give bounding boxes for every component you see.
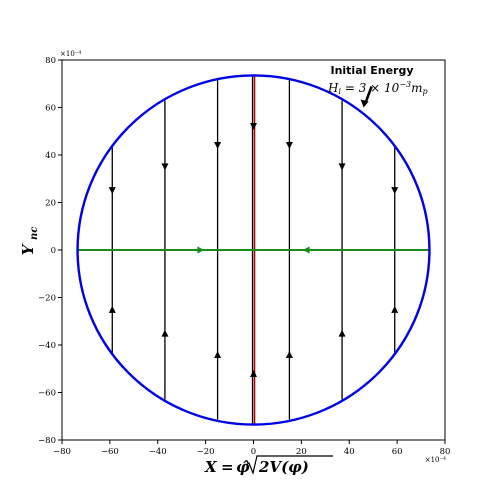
annotation-equation: Hi = 3 × 10−3mp — [327, 80, 428, 96]
x-tick-label: 40 — [344, 447, 355, 457]
x-tick-label: 60 — [392, 447, 403, 457]
y-tick-label: 0 — [51, 246, 56, 256]
x-axis-label: X = φ̂ 2V(φ) — [204, 455, 333, 476]
trajectory-arrow — [250, 123, 257, 130]
trajectory-arrow — [302, 246, 310, 254]
trajectory-arrow — [285, 142, 293, 149]
x-scale-label: ×10⁻⁴ — [425, 456, 446, 464]
trajectory-arrow — [250, 370, 257, 377]
x-axis-label-phihat: φ̂ — [236, 458, 250, 476]
y-tick-label: 20 — [45, 199, 56, 209]
y-axis-label: Y nc — [19, 227, 40, 256]
y-tick-label: −60 — [38, 389, 56, 399]
y-tick-label: −20 — [38, 294, 56, 304]
annotation-arrow-head — [360, 99, 369, 108]
trajectory-arrow — [214, 142, 222, 149]
x-axis-label-arg: 2V(φ) — [258, 458, 309, 476]
y-tick-label: 40 — [45, 151, 56, 161]
annotation: Initial Energy Hi = 3 × 10−3mp — [327, 64, 428, 108]
trajectory-arrow — [197, 246, 205, 254]
x-tick-label: 20 — [296, 447, 307, 457]
trajectory-arrow — [108, 187, 116, 195]
x-tick-label: −80 — [53, 447, 71, 457]
boundary-circle — [76, 74, 431, 426]
y-tick-label: 80 — [45, 56, 56, 66]
x-axis-label-eq: = — [221, 458, 234, 476]
data-layer — [76, 74, 431, 426]
x-tick-label: −20 — [197, 447, 215, 457]
y-tick-label: 60 — [45, 104, 56, 114]
y-scale-label: ×10⁻⁴ — [60, 50, 81, 58]
sqrt-icon — [245, 455, 333, 475]
trajectory-arrow — [108, 305, 116, 313]
trajectory-arrow — [285, 351, 293, 358]
trajectory-arrow — [391, 305, 399, 313]
x-tick-label: −60 — [101, 447, 119, 457]
x-tick-label: 0 — [251, 447, 256, 457]
x-tick-label: 80 — [440, 447, 451, 457]
plot-frame — [61, 59, 446, 441]
x-tick-label: −40 — [149, 447, 167, 457]
trajectory-arrow — [161, 329, 169, 337]
y-axis-label-y: Y — [19, 243, 37, 255]
trajectory-arrow — [214, 351, 222, 358]
x-axis-label-x: X — [204, 458, 218, 476]
annotation-arrow-shaft — [364, 86, 373, 103]
y-tick-label: −80 — [38, 436, 56, 446]
annotation-title: Initial Energy — [330, 64, 413, 77]
y-axis-label-sub: nc — [29, 227, 40, 240]
trajectory-arrow — [338, 163, 346, 171]
trajectory-arrow — [338, 329, 346, 337]
trajectory-arrow — [161, 163, 169, 171]
trajectory-arrow — [391, 187, 399, 195]
axes: −80 −60 −40 −20 0 20 40 60 80 −80 −60 −40 −20 0 20 40 60… — [38, 56, 450, 457]
y-tick-label: −40 — [38, 341, 56, 351]
annotation-eq-lhs: Hi = 3 × 10−3mp — [327, 80, 428, 96]
